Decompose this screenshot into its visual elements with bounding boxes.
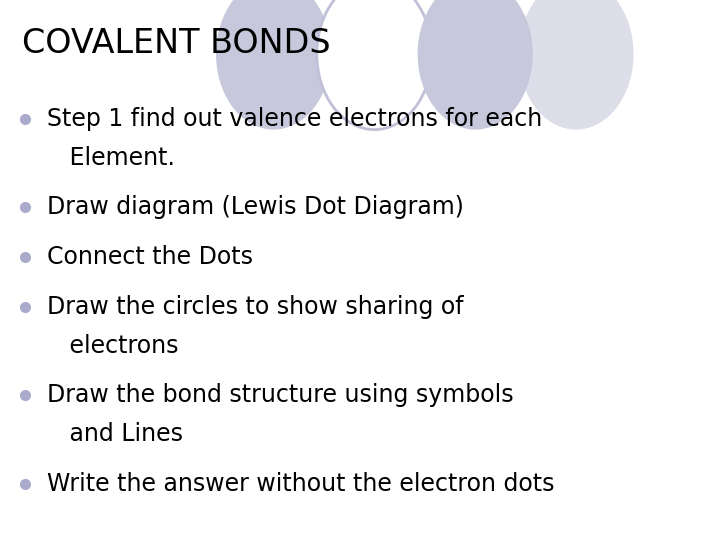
Text: Draw diagram (Lewis Dot Diagram): Draw diagram (Lewis Dot Diagram): [47, 195, 464, 219]
Text: Draw the bond structure using symbols: Draw the bond structure using symbols: [47, 383, 513, 407]
Ellipse shape: [518, 0, 634, 130]
Text: and Lines: and Lines: [47, 422, 183, 446]
Ellipse shape: [216, 0, 331, 130]
Text: Connect the Dots: Connect the Dots: [47, 245, 253, 269]
Text: Write the answer without the electron dots: Write the answer without the electron do…: [47, 472, 554, 496]
Text: electrons: electrons: [47, 334, 179, 357]
Text: Element.: Element.: [47, 146, 175, 170]
Text: Draw the circles to show sharing of: Draw the circles to show sharing of: [47, 295, 464, 319]
Ellipse shape: [418, 0, 533, 130]
Text: COVALENT BONDS: COVALENT BONDS: [22, 27, 330, 60]
Ellipse shape: [317, 0, 432, 130]
Text: Step 1 find out valence electrons for each: Step 1 find out valence electrons for ea…: [47, 107, 542, 131]
